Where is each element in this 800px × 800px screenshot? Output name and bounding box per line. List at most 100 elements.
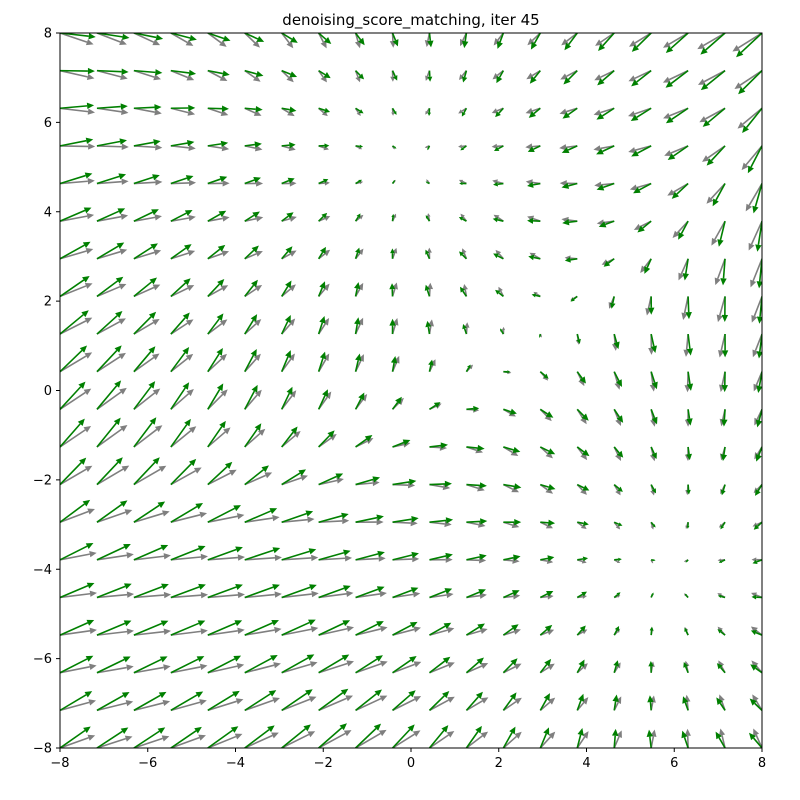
green-arrow (650, 521, 656, 528)
green-arrow (170, 583, 206, 599)
green-arrow (503, 554, 521, 561)
green-arrow (244, 725, 275, 748)
gray-arrow (60, 551, 97, 561)
green-arrow (96, 138, 127, 147)
green-arrow (392, 656, 417, 674)
green-arrow (630, 107, 652, 122)
green-arrow (281, 106, 297, 113)
gray-arrow (133, 353, 160, 373)
green-arrow (170, 278, 191, 298)
gray-arrow (392, 661, 422, 674)
green-arrow (170, 69, 197, 77)
gray-arrow (170, 319, 194, 335)
green-arrow (207, 105, 229, 112)
green-arrow (355, 550, 385, 561)
green-arrow (281, 212, 294, 222)
green-arrow (355, 434, 373, 448)
green-arrow (647, 695, 654, 711)
y-tick-label: −6 (33, 652, 52, 667)
gray-arrow (170, 144, 196, 151)
green-arrow (244, 584, 280, 599)
green-arrow (133, 346, 156, 373)
green-arrow (539, 371, 549, 379)
green-arrow (207, 655, 242, 674)
green-arrow (281, 177, 295, 185)
green-arrow (60, 137, 94, 147)
gray-arrow (281, 661, 318, 674)
green-arrow (720, 484, 726, 496)
green-arrow (133, 33, 164, 41)
gray-arrow (281, 626, 319, 636)
gray-arrow (60, 317, 93, 335)
green-arrow (576, 483, 590, 491)
green-arrow (429, 552, 453, 561)
gray-arrow (207, 554, 245, 561)
green-arrow (96, 457, 123, 486)
gray-arrow (133, 69, 161, 81)
green-arrow (466, 553, 487, 561)
gray-arrow (318, 625, 355, 636)
gray-arrow (355, 660, 388, 674)
gray-arrow (392, 730, 421, 748)
gray-arrow (663, 33, 689, 48)
gray-arrow (170, 426, 197, 448)
green-arrow (502, 692, 517, 711)
green-arrow (391, 70, 398, 81)
gray-arrow (133, 388, 161, 410)
green-arrow (503, 483, 522, 490)
green-arrow (686, 522, 690, 529)
gray-arrow (60, 282, 93, 298)
green-arrow (466, 589, 486, 599)
green-arrow (244, 176, 261, 185)
green-arrow (650, 592, 654, 598)
x-tick-label: −4 (226, 756, 245, 771)
gray-arrow (355, 625, 388, 636)
gray-arrow (170, 179, 197, 187)
green-arrow (60, 275, 90, 298)
green-arrow (281, 689, 313, 712)
green-arrow (60, 381, 86, 410)
green-arrow (613, 333, 620, 350)
gray-arrow (244, 626, 282, 636)
green-arrow (717, 220, 726, 247)
green-arrow (390, 248, 395, 259)
green-arrow (665, 33, 689, 54)
gray-arrow (170, 628, 208, 636)
gray-arrow (170, 389, 194, 410)
green-arrow (747, 145, 762, 174)
green-arrow (465, 691, 483, 711)
green-arrow (354, 282, 361, 297)
green-arrow (354, 247, 361, 260)
green-arrow (527, 145, 541, 152)
green-arrow (684, 627, 689, 636)
green-arrow (207, 244, 226, 260)
green-arrow (429, 402, 441, 410)
gray-arrow (60, 69, 95, 80)
green-arrow (170, 33, 197, 42)
gray-arrow (170, 285, 195, 298)
green-arrow (427, 70, 433, 82)
green-arrow (355, 476, 381, 486)
green-arrow (133, 544, 169, 561)
gray-arrow (714, 258, 726, 286)
gray-arrow (133, 735, 170, 748)
gray-arrow (318, 660, 355, 674)
green-arrow (562, 107, 578, 119)
green-arrow (244, 690, 277, 712)
green-arrow (392, 439, 411, 448)
green-arrow (318, 69, 331, 79)
gray-arrow (281, 731, 316, 748)
green-arrow (427, 33, 434, 48)
green-arrow (637, 220, 652, 233)
green-arrow (96, 544, 131, 561)
gray-arrow (170, 699, 207, 712)
gray-arrow (318, 555, 353, 562)
green-arrow (207, 383, 224, 410)
x-tick-label: 0 (407, 756, 415, 771)
gray-arrow (281, 554, 319, 562)
gray-arrow (207, 33, 227, 47)
gray-arrow (681, 296, 689, 321)
green-arrow (354, 353, 362, 372)
green-arrow (752, 183, 762, 214)
gray-arrow (244, 472, 273, 486)
